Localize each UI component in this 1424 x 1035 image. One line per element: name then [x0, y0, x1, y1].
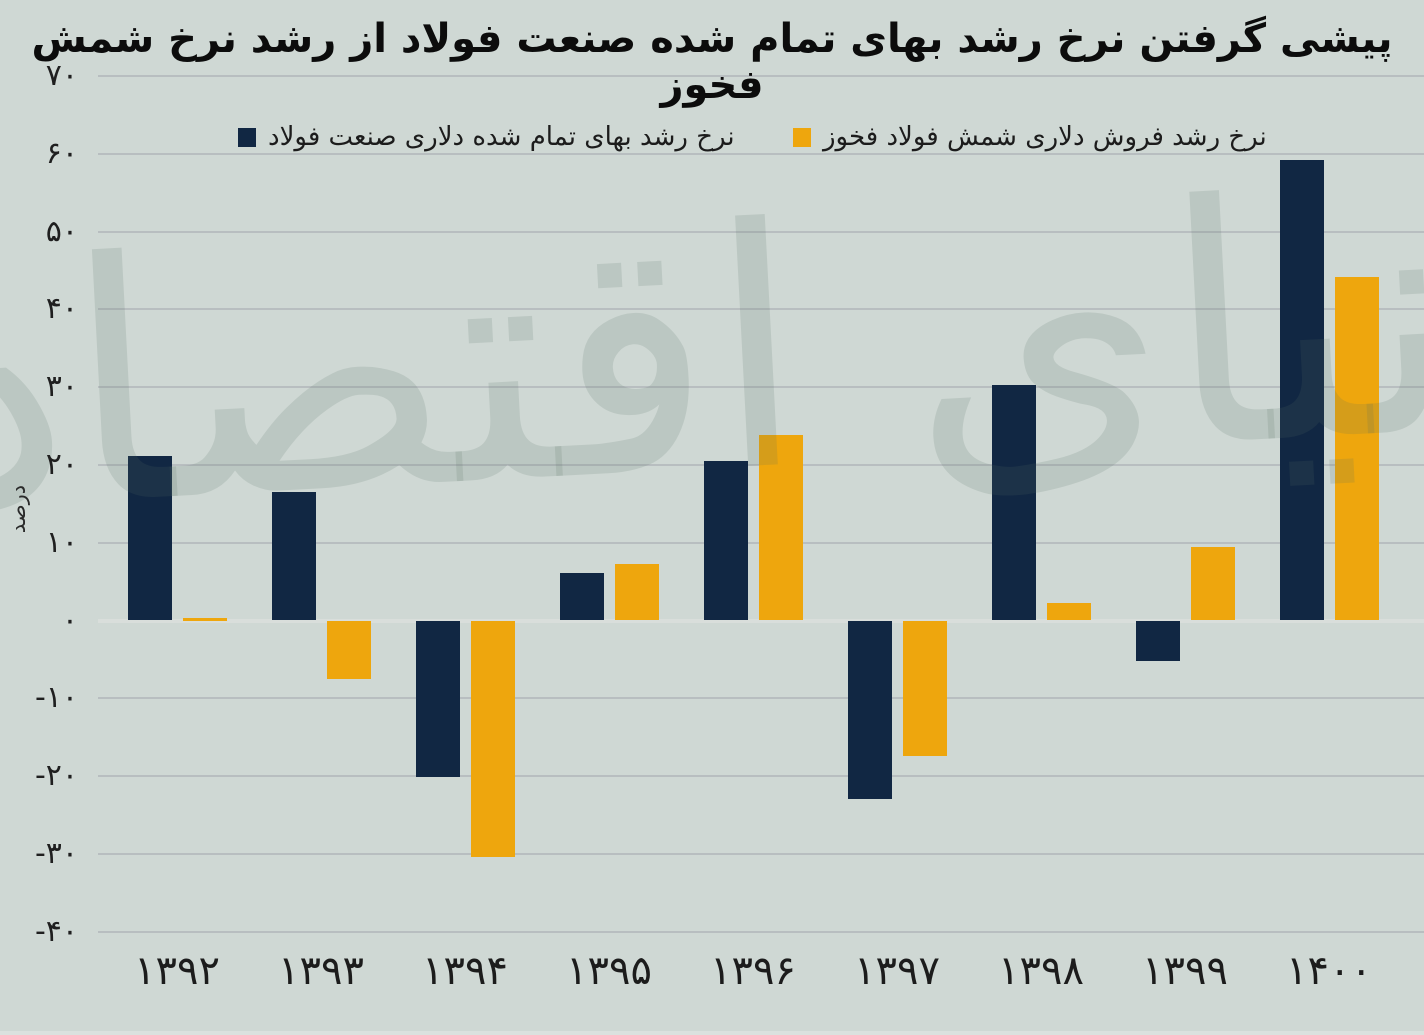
bar-steel-cost-5 [704, 461, 748, 621]
gridline [98, 308, 1424, 311]
x-tick-label: ۱۳۹۹ [1142, 948, 1228, 994]
legend-label-fakhooz: نرخ رشد فروش دلاری شمش فولاد فخوز [823, 122, 1267, 152]
x-tick-label: ۱۳۹۲ [134, 948, 220, 994]
legend-marker-fakhooz [793, 127, 811, 147]
bar-fakhooz-6 [903, 620, 947, 756]
x-tick-label: ۱۳۹۸ [998, 948, 1084, 994]
bar-steel-cost-1 [128, 455, 172, 621]
bar-steel-cost-9 [1280, 159, 1324, 621]
y-tick-label: ۶۰ [45, 135, 78, 171]
y-tick-label: ۳۰ [45, 369, 78, 405]
legend-item-steel-cost: نرخ رشد بهای تمام شده دلاری صنعت فولاد [238, 122, 735, 152]
bar-fakhooz-5 [759, 434, 803, 621]
bar-fakhooz-2 [327, 620, 371, 679]
x-tick-label: ۱۳۹۶ [710, 948, 796, 994]
gridline [98, 852, 1424, 855]
legend-label-steel-cost: نرخ رشد بهای تمام شده دلاری صنعت فولاد [268, 122, 735, 152]
bar-steel-cost-4 [560, 573, 604, 621]
gridline [98, 152, 1424, 155]
bar-fakhooz-7 [1047, 603, 1091, 621]
gridline [98, 74, 1424, 77]
y-tick-label: ۲۰ [45, 446, 78, 482]
y-tick-label: ۴۰ [45, 291, 78, 327]
bar-fakhooz-1 [183, 618, 227, 621]
legend-item-fakhooz: نرخ رشد فروش دلاری شمش فولاد فخوز [793, 122, 1267, 152]
bar-fakhooz-4 [615, 563, 659, 621]
bar-steel-cost-6 [848, 620, 892, 799]
bar-steel-cost-7 [992, 384, 1036, 621]
x-tick-label: ۱۴۰۰ [1286, 948, 1372, 994]
gridline [98, 930, 1424, 933]
y-tick-label: ۰ [61, 602, 78, 638]
legend-marker-steel-cost [238, 127, 256, 147]
y-tick-label: ۱۰ [45, 524, 78, 560]
x-tick-label: ۱۳۹۵ [566, 948, 652, 994]
bar-steel-cost-3 [416, 620, 460, 777]
y-tick-label: -۳۰ [34, 835, 78, 871]
bar-fakhooz-3 [471, 620, 515, 857]
bar-fakhooz-9 [1335, 276, 1379, 621]
y-tick-label: -۴۰ [34, 913, 78, 949]
gridline [98, 697, 1424, 700]
x-tick-label: ۱۳۹۴ [422, 948, 508, 994]
y-tick-label: ۷۰ [45, 57, 78, 93]
x-tick-label: ۱۳۹۳ [278, 948, 364, 994]
x-tick-label: ۱۳۹۷ [854, 948, 940, 994]
bottom-edge-divider [0, 1031, 1424, 1035]
gridline [98, 386, 1424, 389]
gridline [98, 775, 1424, 778]
y-tick-label: ۵۰ [45, 213, 78, 249]
y-tick-label: -۱۰ [34, 680, 78, 716]
chart-title: پیشی گرفتن نرخ رشد بهای تمام شده صنعت فو… [31, 16, 1394, 108]
zero-axis-line [98, 618, 1424, 623]
bar-steel-cost-8 [1136, 620, 1180, 661]
bar-steel-cost-2 [272, 492, 316, 621]
gridline [98, 230, 1424, 233]
bar-fakhooz-8 [1191, 546, 1235, 621]
y-tick-label: -۲۰ [34, 758, 78, 794]
